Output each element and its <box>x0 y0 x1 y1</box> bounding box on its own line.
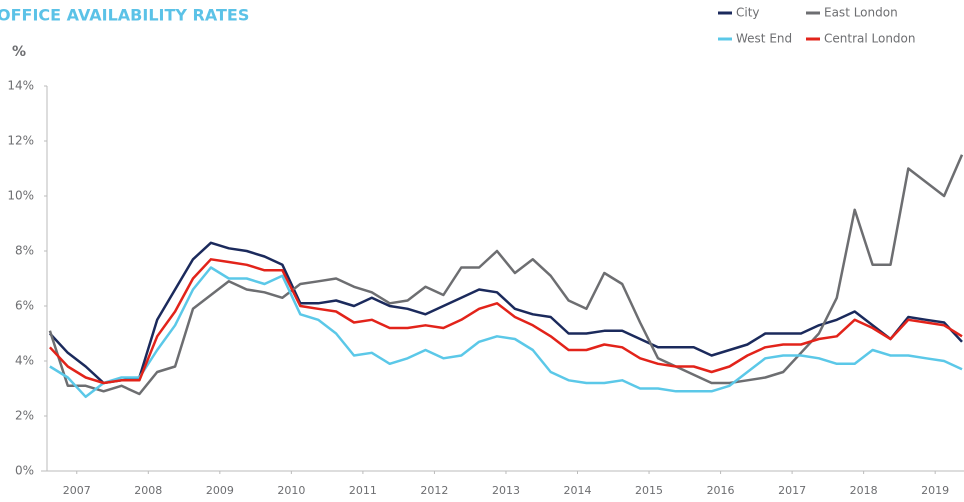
x-tick-label: 2011 <box>349 484 377 497</box>
x-tick-label: 2014 <box>564 484 592 497</box>
y-tick-label: 0% <box>15 464 34 478</box>
y-tick-label: 10% <box>7 189 34 203</box>
y-tick-label: 12% <box>7 134 34 148</box>
y-tick-label: 8% <box>15 244 34 258</box>
x-tick-label: 2015 <box>635 484 663 497</box>
y-tick-label: 4% <box>15 354 34 368</box>
x-tick-label: 2019 <box>921 484 949 497</box>
legend-label: City <box>736 6 760 20</box>
series-line <box>48 241 963 385</box>
chart-title: OFFICE AVAILABILITY RATES <box>0 6 249 25</box>
series-line <box>48 154 964 396</box>
legend-label: East London <box>824 6 898 20</box>
legend-label: Central London <box>824 32 916 46</box>
y-tick-label: 14% <box>7 79 34 93</box>
y-tick-label: 6% <box>15 299 34 313</box>
y-tick-label: 2% <box>15 409 34 423</box>
x-tick-label: 2018 <box>850 484 878 497</box>
x-tick-label: 2017 <box>778 484 806 497</box>
x-tick-label: 2010 <box>277 484 305 497</box>
x-tick-label: 2012 <box>420 484 448 497</box>
series-line <box>49 266 963 399</box>
x-tick-label: 2007 <box>63 484 91 497</box>
legend-label: West End <box>736 32 792 46</box>
x-tick-label: 2013 <box>492 484 520 497</box>
x-tick-label: 2008 <box>134 484 162 497</box>
series-line <box>48 258 963 385</box>
x-tick-label: 2009 <box>206 484 234 497</box>
x-tick-label: 2016 <box>707 484 735 497</box>
y-axis-label: % <box>12 44 26 60</box>
